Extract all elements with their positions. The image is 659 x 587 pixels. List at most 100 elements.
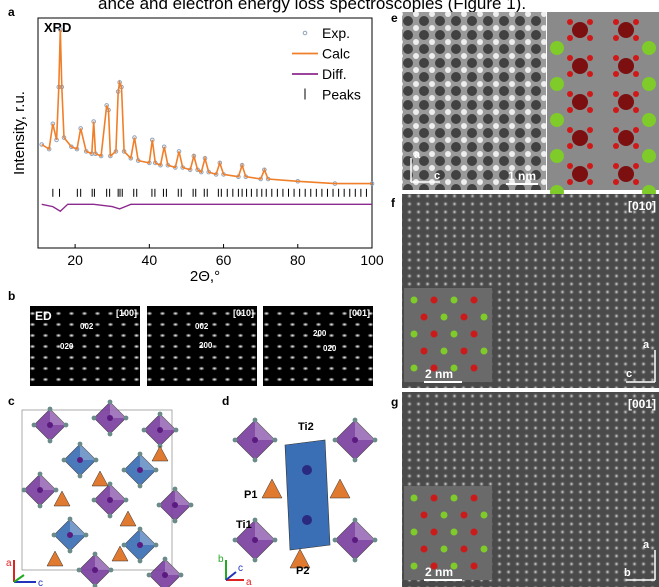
oxygen — [108, 567, 114, 573]
oxygen — [141, 427, 147, 433]
axis-label: a — [643, 339, 650, 351]
ed-spots — [147, 306, 257, 386]
panel-label: b — [8, 289, 15, 303]
atom — [302, 465, 312, 475]
plot-frame — [37, 17, 373, 249]
inset-atom — [410, 364, 418, 372]
zone-axis: [001] — [628, 397, 656, 411]
o-atom — [587, 179, 593, 185]
li-atom — [550, 41, 564, 55]
atom — [37, 487, 43, 493]
oxygen — [188, 502, 194, 508]
o-atom — [633, 35, 639, 41]
o-atom — [633, 19, 639, 25]
xrd-chart: 20 40 60 80 100 Exp. Calc Diff. Peaks — [39, 25, 384, 268]
oxygen — [372, 537, 378, 543]
o-atom — [613, 127, 619, 133]
oxygen — [157, 411, 163, 417]
inset-atom — [420, 545, 428, 553]
chart-title: XRD — [44, 20, 71, 35]
oxygen — [156, 502, 162, 508]
ti-atom — [618, 58, 634, 74]
oxygen — [372, 437, 378, 443]
oxygen — [92, 551, 98, 557]
o-atom — [567, 19, 573, 25]
inset-atom — [480, 511, 488, 519]
panel-label: d — [222, 394, 229, 408]
x-tick-label: 20 — [67, 252, 83, 268]
o-atom — [567, 143, 573, 149]
atom — [162, 572, 168, 578]
oxygen — [252, 517, 258, 523]
x-tick-label: 60 — [216, 252, 232, 268]
tetrahedron — [46, 550, 64, 567]
octahedron-face — [140, 454, 156, 470]
li-atom — [550, 113, 564, 127]
structure-c — [21, 399, 194, 587]
o-atom — [587, 163, 593, 169]
axis-label: b — [624, 567, 631, 579]
oxygen — [47, 406, 53, 412]
inset-atom — [460, 511, 468, 519]
ti-atom — [572, 130, 588, 146]
oxygen — [252, 457, 258, 463]
atom-label: Ti2 — [298, 421, 314, 433]
o-atom — [567, 55, 573, 61]
oxygen — [153, 542, 159, 548]
axis-arrow — [13, 574, 25, 583]
octahedron-face — [70, 519, 86, 535]
o-atom — [587, 91, 593, 97]
x-tick-label: 80 — [290, 252, 306, 268]
o-atom — [613, 179, 619, 185]
o-atom — [633, 71, 639, 77]
octahedron-face — [50, 409, 66, 425]
axis-label: a — [246, 577, 252, 587]
atom — [47, 422, 53, 428]
oxygen — [91, 415, 97, 421]
o-atom — [587, 55, 593, 61]
oxygen — [272, 437, 278, 443]
octahedron-face — [165, 559, 181, 575]
atom — [67, 532, 73, 538]
inset — [404, 288, 492, 382]
atom-overlay — [550, 19, 656, 199]
inset-atom — [460, 545, 468, 553]
li-atom — [642, 77, 656, 91]
inset-atom — [470, 364, 478, 372]
panel-label: f — [391, 196, 396, 210]
oxygen — [67, 516, 73, 522]
o-atom — [633, 55, 639, 61]
oxygen — [173, 427, 179, 433]
inset-atom — [470, 296, 478, 304]
o-atom — [613, 107, 619, 113]
ed-spots — [30, 306, 140, 386]
inset-atom — [420, 313, 428, 321]
axis-arrow — [225, 571, 237, 581]
inset-atom — [430, 364, 438, 372]
panel-title: ED — [35, 309, 52, 323]
o-atom — [567, 71, 573, 77]
oxygen — [332, 537, 338, 543]
simulated-image — [547, 12, 659, 190]
li-atom — [550, 149, 564, 163]
inset-atom — [450, 330, 458, 338]
atom — [352, 437, 358, 443]
o-atom — [633, 91, 639, 97]
inset-atom — [410, 296, 418, 304]
atom — [252, 437, 258, 443]
atom — [302, 515, 312, 525]
tetrahedron — [261, 478, 283, 499]
o-atom — [567, 107, 573, 113]
inset-atom — [420, 347, 428, 355]
atom — [252, 537, 258, 543]
oxygen — [107, 481, 113, 487]
oxygen — [47, 438, 53, 444]
oxygen — [252, 557, 258, 563]
ti-atom — [572, 22, 588, 38]
o-atom — [633, 179, 639, 185]
oxygen — [172, 486, 178, 492]
oxygen — [76, 567, 82, 573]
oxygen — [332, 437, 338, 443]
spot-index: 020 — [60, 342, 74, 351]
inset-atom — [450, 494, 458, 502]
